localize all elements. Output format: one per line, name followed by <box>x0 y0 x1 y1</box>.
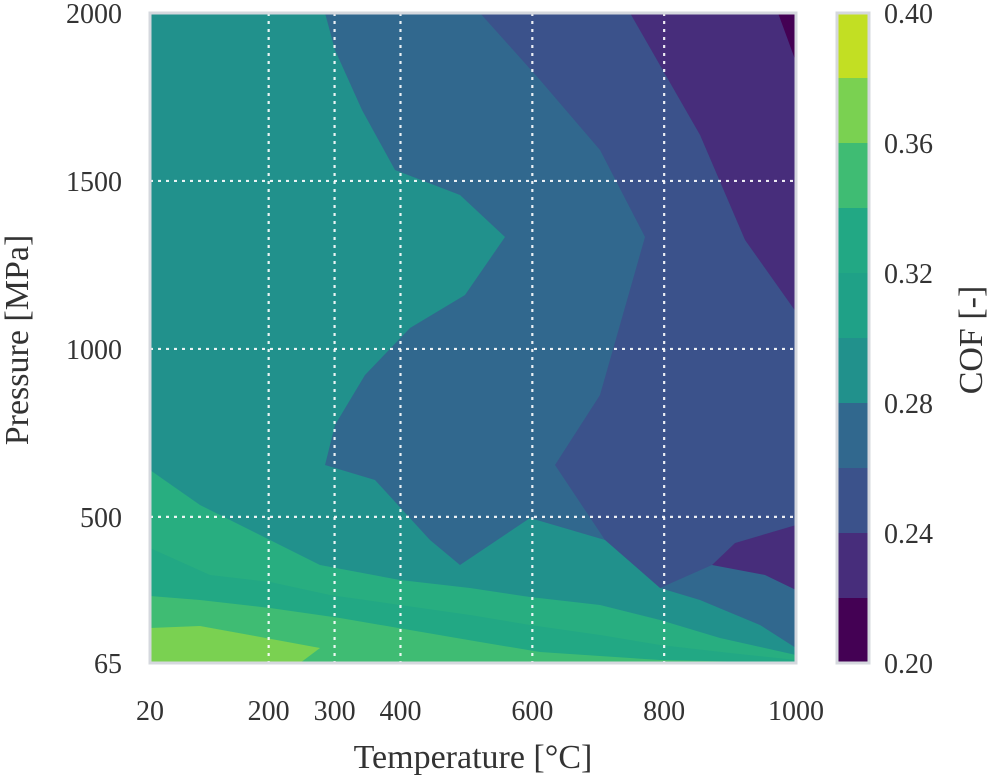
plot-frame <box>148 11 798 665</box>
colorbar-label: COF [-] <box>953 286 990 395</box>
y-tick-label: 500 <box>80 503 122 534</box>
x-tick-label: 300 <box>314 696 356 727</box>
colorbar-tick-label: 0.32 <box>884 259 933 290</box>
contour-band-0.24 <box>630 13 796 312</box>
x-axis-label: Temperature [°C] <box>354 739 593 776</box>
colorbar-segment <box>837 403 869 468</box>
contour-band-0.24-lower <box>712 525 796 590</box>
contour-band-0.28-mid <box>150 13 796 663</box>
contour-band-0.34 <box>150 596 796 663</box>
colorbar-segment <box>837 13 869 78</box>
x-tick-label: 400 <box>379 696 421 727</box>
y-tick-labels: 65 500 1000 1500 2000 <box>66 0 122 680</box>
x-tick-label: 20 <box>136 696 164 727</box>
y-tick-label: 1000 <box>66 335 122 366</box>
contour-band-0.26 <box>480 13 796 588</box>
colorbar-segment <box>837 533 869 598</box>
colorbar-frame <box>835 11 871 665</box>
y-tick-label: 65 <box>94 649 122 680</box>
colorbar-tick-labels: 0.20 0.24 0.28 0.32 0.36 0.40 <box>884 0 933 680</box>
y-tick-label: 2000 <box>66 0 122 30</box>
y-axis-label: Pressure [MPa] <box>0 235 36 446</box>
colorbar-segment <box>837 338 869 403</box>
colorbar <box>837 13 869 663</box>
contour-band-0.36 <box>150 626 320 663</box>
x-tick-labels: 20 200 300 400 600 800 1000 <box>136 696 824 727</box>
gridlines <box>150 13 796 663</box>
colorbar-segment <box>837 273 869 338</box>
contour-bands <box>150 13 796 663</box>
x-tick-label: 200 <box>248 696 290 727</box>
colorbar-tick-label: 0.20 <box>884 649 933 680</box>
contour-band-0.22 <box>778 13 796 62</box>
x-tick-label: 800 <box>643 696 685 727</box>
colorbar-tick-label: 0.36 <box>884 129 933 160</box>
colorbar-segment <box>837 598 869 663</box>
colorbar-segment <box>837 468 869 533</box>
colorbar-segment <box>837 143 869 208</box>
colorbar-tick-label: 0.24 <box>884 519 933 550</box>
x-tick-label: 600 <box>511 696 553 727</box>
y-tick-label: 1500 <box>66 167 122 198</box>
colorbar-tick-label: 0.40 <box>884 0 933 30</box>
x-tick-label: 1000 <box>768 696 824 727</box>
colorbar-segment <box>837 78 869 143</box>
colorbar-tick-label: 0.28 <box>884 389 933 420</box>
colorbar-segment <box>837 208 869 273</box>
